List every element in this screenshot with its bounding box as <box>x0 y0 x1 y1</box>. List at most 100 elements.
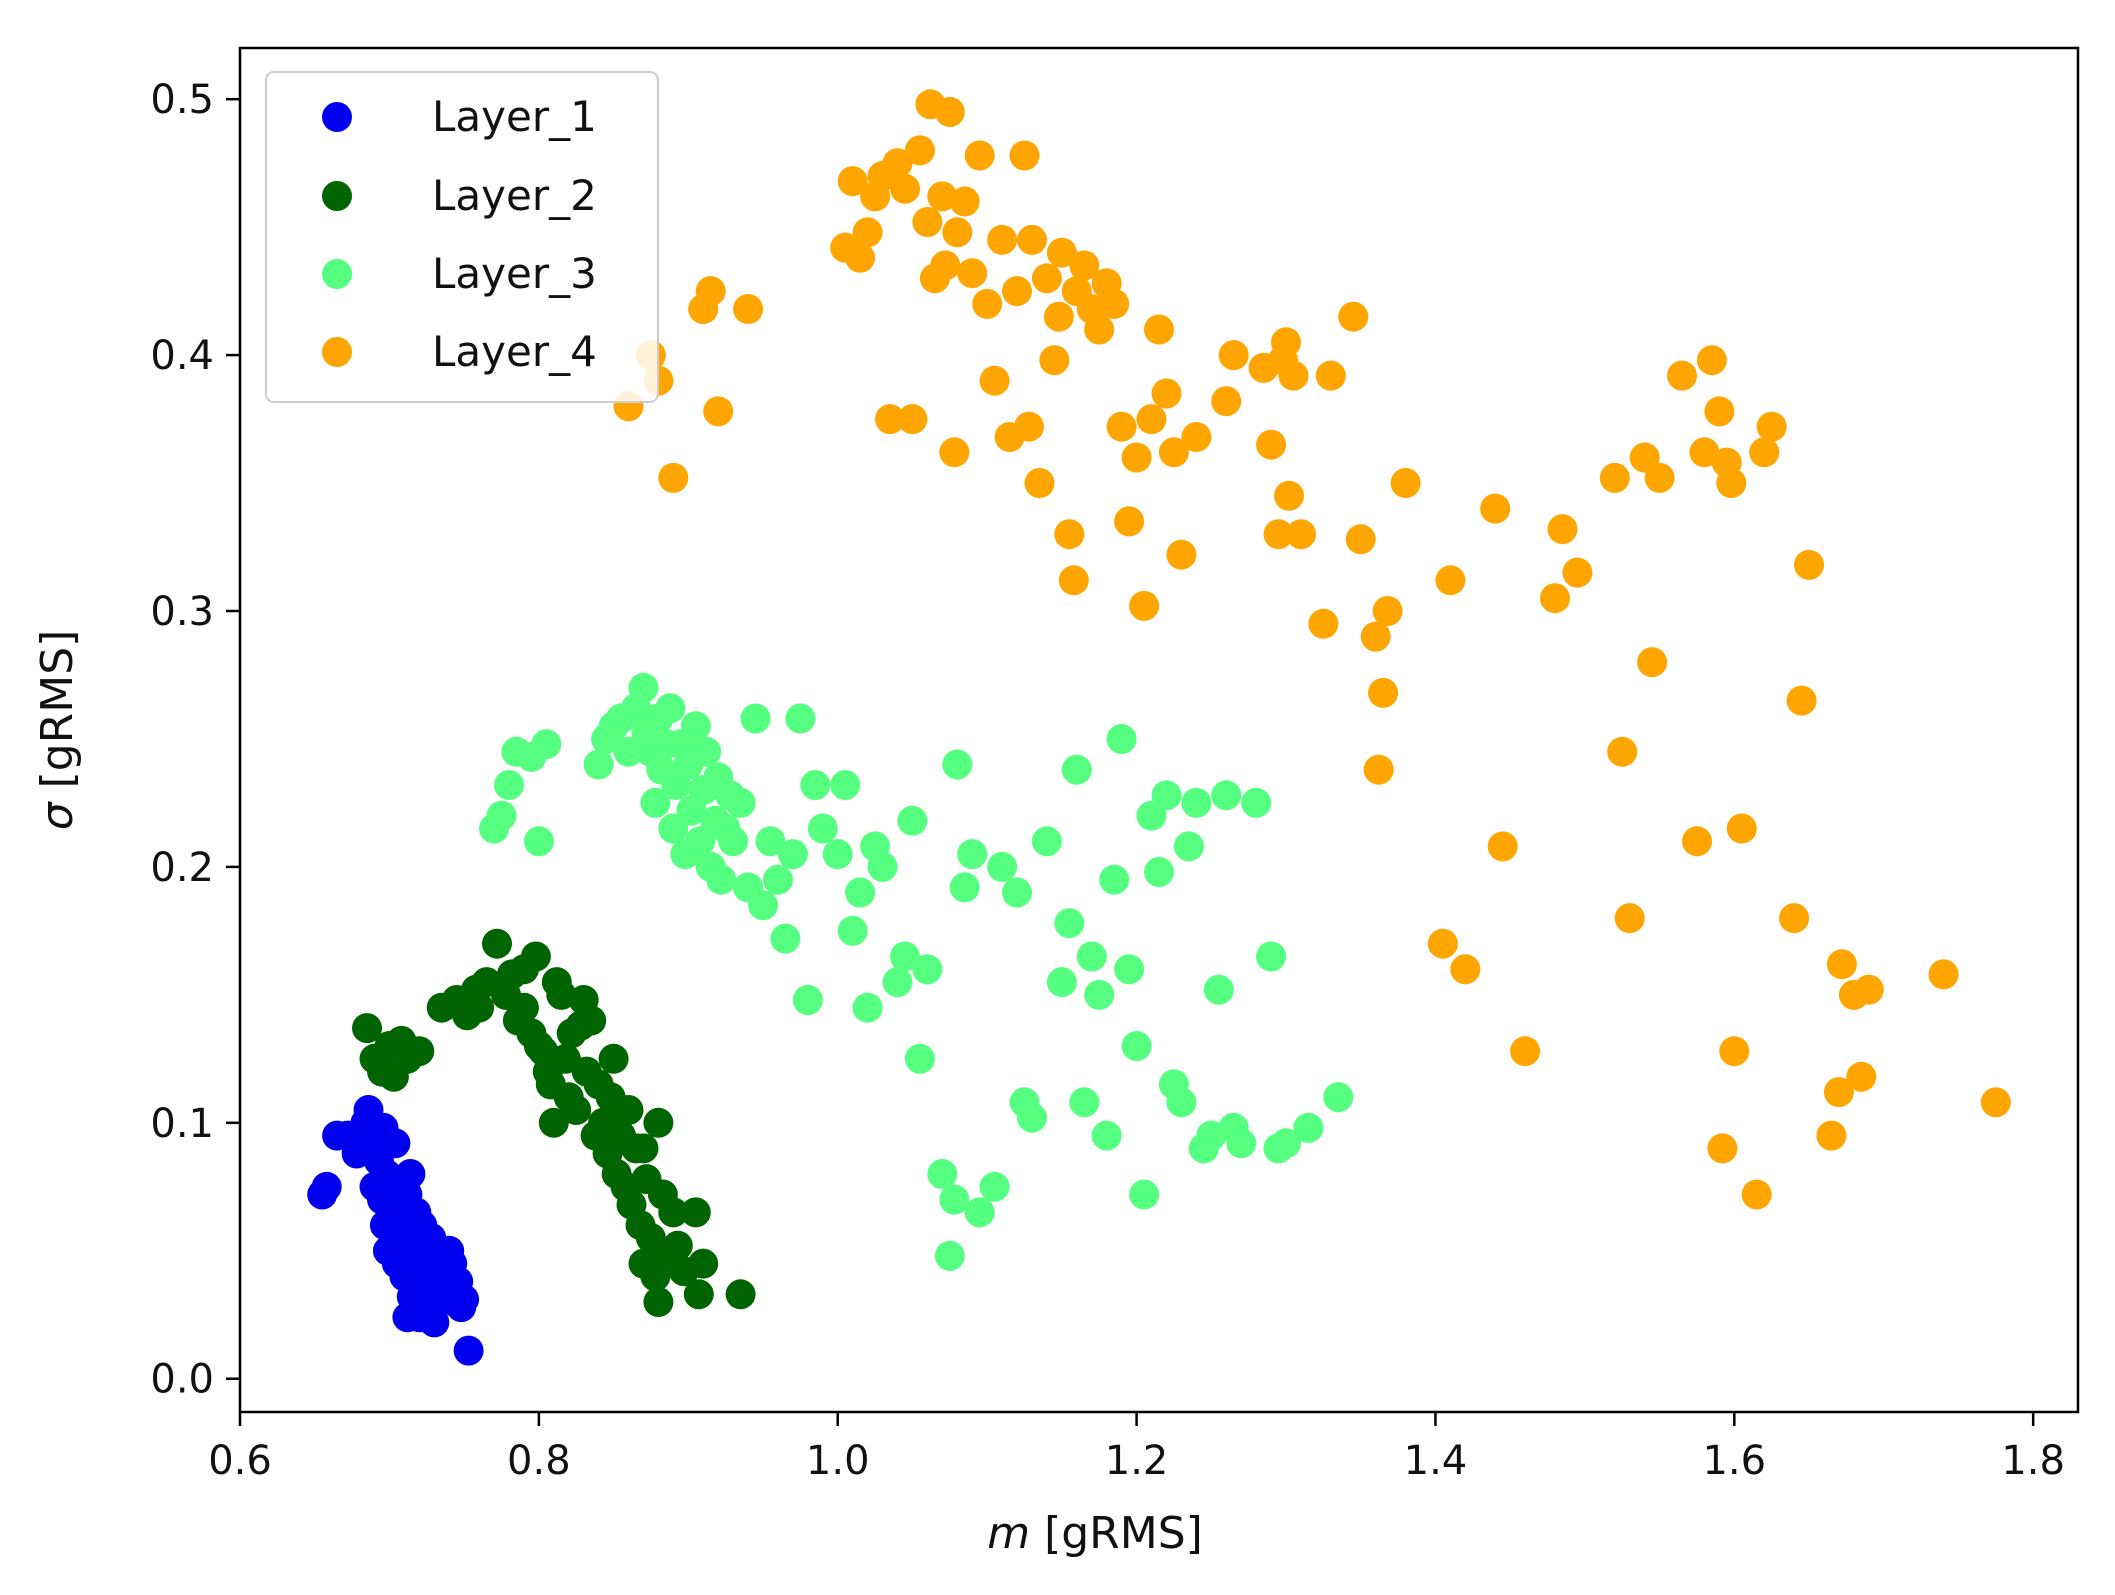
y-axis-ticks: 0.0 0.1 0.2 0.3 0.4 0.5 <box>150 77 240 1403</box>
data-point <box>1121 1031 1152 1061</box>
data-point <box>494 770 524 800</box>
data-point <box>683 1279 714 1310</box>
data-point <box>1017 224 1047 255</box>
data-point <box>927 1159 958 1189</box>
data-point <box>1741 1179 1772 1210</box>
series-layer-3 <box>479 672 1354 1271</box>
data-point <box>1323 1082 1354 1113</box>
data-point <box>733 294 764 324</box>
data-point <box>1166 1087 1197 1118</box>
x-tick-label: 1.0 <box>806 1438 870 1484</box>
legend-marker-layer-1 <box>322 102 352 132</box>
data-point <box>1363 754 1394 785</box>
data-point <box>987 851 1018 882</box>
data-point <box>852 217 883 248</box>
data-point <box>1823 1077 1854 1108</box>
x-axis-ticks: 0.6 0.8 1.0 1.2 1.4 1.6 1.8 <box>208 1412 2065 1484</box>
legend-marker-layer-4 <box>322 337 352 367</box>
data-point <box>1704 396 1735 427</box>
series-layer-4 <box>613 89 2011 1210</box>
data-point <box>837 915 868 946</box>
data-point <box>1540 583 1570 614</box>
data-point <box>1129 1179 1160 1210</box>
data-point <box>380 1128 411 1159</box>
data-point <box>1076 941 1107 972</box>
data-point <box>1009 140 1040 171</box>
data-point <box>1084 314 1115 345</box>
y-tick-label: 0.4 <box>150 333 214 379</box>
y-tick-label: 0.5 <box>150 77 214 123</box>
data-point <box>1667 360 1697 391</box>
data-point <box>748 890 778 921</box>
data-point <box>523 826 554 857</box>
data-point <box>703 396 734 427</box>
series-layer-2 <box>352 928 756 1317</box>
data-point <box>1151 780 1182 811</box>
data-point <box>583 749 614 780</box>
data-point <box>1158 437 1189 468</box>
y-tick-label: 0.3 <box>150 589 214 635</box>
data-point <box>1427 928 1458 959</box>
data-point <box>934 1240 965 1271</box>
data-point <box>1816 1120 1847 1151</box>
data-point <box>1263 519 1294 550</box>
data-point <box>1271 327 1301 358</box>
data-point <box>1058 565 1089 596</box>
data-point <box>1054 908 1085 939</box>
data-point <box>1099 864 1130 895</box>
data-point <box>655 693 686 724</box>
data-point <box>1308 608 1339 639</box>
data-point <box>1061 754 1092 785</box>
data-point <box>942 217 973 248</box>
x-tick-label: 1.6 <box>1702 1438 1766 1484</box>
data-point <box>1716 468 1747 498</box>
data-point <box>1274 480 1304 511</box>
data-point <box>845 242 876 273</box>
data-point <box>1166 539 1197 570</box>
data-point <box>311 1171 342 1202</box>
data-point <box>987 224 1018 255</box>
legend-label-layer-3: Layer_3 <box>432 249 597 298</box>
data-point <box>1211 386 1242 417</box>
data-point <box>1181 787 1212 818</box>
data-point <box>1106 724 1137 754</box>
x-tick-label: 1.2 <box>1105 1438 1169 1484</box>
data-point <box>1031 263 1062 294</box>
x-axis-title: m [gRMS] <box>987 1508 1203 1559</box>
data-point <box>1360 621 1391 652</box>
data-point <box>949 872 980 903</box>
data-point <box>1017 1102 1047 1133</box>
legend-marker-layer-2 <box>322 181 352 211</box>
x-tick-label: 0.6 <box>208 1438 272 1484</box>
data-point <box>1099 288 1130 319</box>
data-point <box>1846 1061 1877 1092</box>
data-point <box>1054 519 1085 550</box>
legend-label-layer-1: Layer_1 <box>432 92 597 141</box>
data-point <box>1144 314 1174 345</box>
data-point <box>372 1235 403 1266</box>
data-point <box>531 729 562 760</box>
data-point <box>1293 1112 1324 1143</box>
data-point <box>628 672 659 703</box>
data-point <box>1794 549 1824 580</box>
data-point <box>628 1133 659 1164</box>
data-point <box>1014 411 1044 442</box>
x-tick-label: 1.8 <box>2001 1438 2065 1484</box>
data-point <box>538 1107 569 1138</box>
data-point <box>1338 301 1369 332</box>
data-point <box>508 954 539 985</box>
data-point <box>395 1159 426 1189</box>
y-axis-title: σ [gRMS] <box>32 630 83 831</box>
data-point <box>1480 493 1511 524</box>
data-point <box>419 1307 450 1338</box>
data-point <box>508 992 539 1023</box>
data-point <box>1136 404 1167 435</box>
data-point <box>359 1171 390 1202</box>
data-point <box>1826 949 1857 980</box>
data-point <box>685 826 716 857</box>
data-point <box>1031 826 1062 857</box>
data-point <box>1181 422 1212 452</box>
data-point <box>904 1043 935 1074</box>
data-point <box>706 864 737 895</box>
legend-marker-layer-3 <box>322 259 352 289</box>
